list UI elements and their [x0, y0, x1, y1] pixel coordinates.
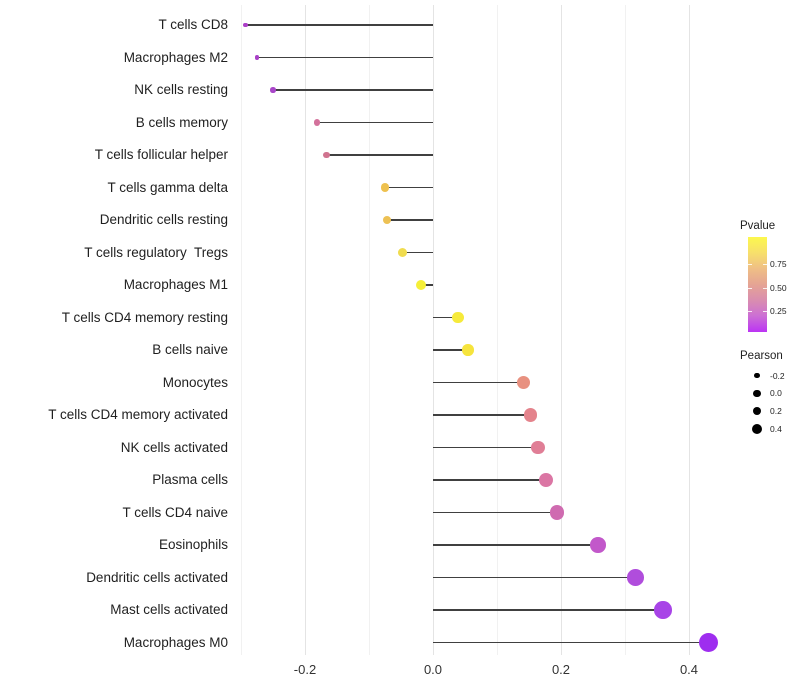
pearson-size-label: 0.0	[770, 388, 782, 399]
lollipop-dot	[270, 87, 276, 93]
category-label: NK cells activated	[120, 439, 228, 455]
gridline-major	[688, 5, 690, 655]
lollipop-dot	[380, 183, 390, 192]
pearson-size-icon	[751, 423, 763, 435]
lollipop-stem	[433, 576, 636, 579]
colorbar-tick	[763, 288, 767, 290]
gridline-major	[432, 5, 434, 655]
category-label: Macrophages M1	[123, 277, 228, 292]
lollipop-dot	[516, 375, 530, 390]
gridline-minor	[496, 5, 498, 655]
pvalue-tick-label: 0.75	[770, 259, 787, 269]
lollipop-stem	[433, 316, 458, 319]
gridline-minor	[240, 5, 242, 655]
lollipop-stem	[420, 284, 433, 286]
lollipop-stem	[433, 641, 709, 644]
colorbar-tick	[748, 264, 752, 266]
category-label: T cells CD8	[158, 17, 228, 32]
lollipop-dot	[243, 22, 248, 28]
pearson-size-label: 0.2	[770, 405, 782, 416]
category-label: T cells CD4 memory resting	[61, 309, 228, 325]
lollipop-dot	[462, 344, 474, 356]
gridline-major	[560, 5, 562, 655]
lollipop-stem	[433, 609, 663, 611]
lollipop-stem	[385, 186, 433, 189]
lollipop-dot	[550, 505, 565, 520]
lollipop-dot	[699, 632, 719, 653]
category-label: Monocytes	[162, 374, 228, 390]
legend-pearson-item: 0.2	[740, 402, 800, 420]
lollipop-dot	[539, 473, 554, 487]
category-label: Eosinophils	[158, 537, 228, 552]
pvalue-tick-label: 0.25	[770, 306, 787, 316]
legend-pvalue: Pvalue 0.75 0.50 0.25	[740, 220, 800, 340]
colorbar-tick	[748, 288, 752, 290]
pearson-size-icon	[751, 387, 763, 399]
category-label: T cells CD4 memory activated	[48, 407, 228, 422]
legend-pvalue-title: Pvalue	[740, 220, 776, 232]
lollipop-stem	[386, 219, 433, 221]
x-tick-label: 0.4	[679, 662, 699, 677]
lollipop-dot	[523, 408, 537, 422]
lollipop-dot	[397, 247, 407, 258]
lollipop-dot	[254, 55, 260, 60]
pvalue-colorbar	[748, 237, 767, 332]
lollipop-stem	[326, 154, 433, 156]
colorbar-tick	[748, 311, 752, 313]
lollipop-dot	[452, 311, 464, 324]
lollipop-dot	[590, 537, 606, 553]
lollipop-dot	[313, 119, 321, 126]
lollipop-stem	[245, 24, 433, 26]
x-tick-label: 0.2	[551, 662, 571, 677]
gridline-minor	[368, 5, 370, 655]
category-label: B cells naive	[152, 342, 228, 357]
category-label: T cells gamma delta	[107, 179, 228, 195]
lollipop-dot	[653, 601, 672, 619]
category-label: Macrophages M2	[123, 49, 228, 65]
lollipop-dot	[531, 440, 545, 455]
gridline-major	[304, 5, 306, 655]
colorbar-tick	[763, 311, 767, 313]
lollipop-stem	[433, 349, 469, 351]
lollipop-stem	[433, 446, 538, 449]
lollipop-dot	[382, 215, 392, 225]
lollipop-dot	[627, 569, 645, 586]
category-label: T cells CD4 naive	[122, 504, 228, 520]
legend-pearson-title: Pearson	[740, 350, 783, 362]
legend-pearson-item: -0.2	[740, 367, 800, 385]
lollipop-stem	[433, 414, 531, 416]
lollipop-stem	[433, 511, 558, 514]
category-label: B cells memory	[135, 114, 228, 130]
lollipop-stem	[433, 544, 599, 546]
lollipop-stem	[257, 56, 433, 59]
category-label: Plasma cells	[152, 472, 228, 487]
x-tick-label: -0.2	[293, 662, 317, 677]
pearson-size-icon	[751, 405, 763, 417]
category-label: Mast cells activated	[110, 602, 228, 617]
lollipop-stem	[433, 381, 524, 384]
lollipop-dot	[322, 151, 330, 159]
category-label: Dendritic cells activated	[86, 569, 228, 585]
legend-pearson-item: 0.4	[740, 420, 800, 438]
pearson-size-label: 0.4	[770, 423, 782, 434]
colorbar-tick	[763, 264, 767, 266]
pearson-size-icon	[751, 370, 763, 382]
legend-pearson: Pearson -0.2 0.0 0.2 0.4	[740, 350, 800, 437]
category-label: T cells follicular helper	[94, 147, 228, 162]
category-label: Dendritic cells resting	[99, 212, 228, 227]
category-label: T cells regulatory Tregs	[84, 244, 228, 260]
category-label: NK cells resting	[134, 82, 228, 97]
lollipop-stem	[433, 479, 547, 481]
pvalue-tick-label: 0.50	[770, 283, 787, 293]
gridline-minor	[624, 5, 626, 655]
pearson-size-label: -0.2	[770, 370, 785, 381]
lollipop-stem	[402, 251, 433, 254]
lollipop-stem	[317, 121, 433, 124]
x-tick-label: 0.0	[423, 662, 443, 677]
lollipop-dot	[415, 280, 426, 290]
legend-pearson-item: 0.0	[740, 385, 800, 403]
category-label: Macrophages M0	[123, 634, 228, 650]
lollipop-stem	[273, 89, 433, 91]
